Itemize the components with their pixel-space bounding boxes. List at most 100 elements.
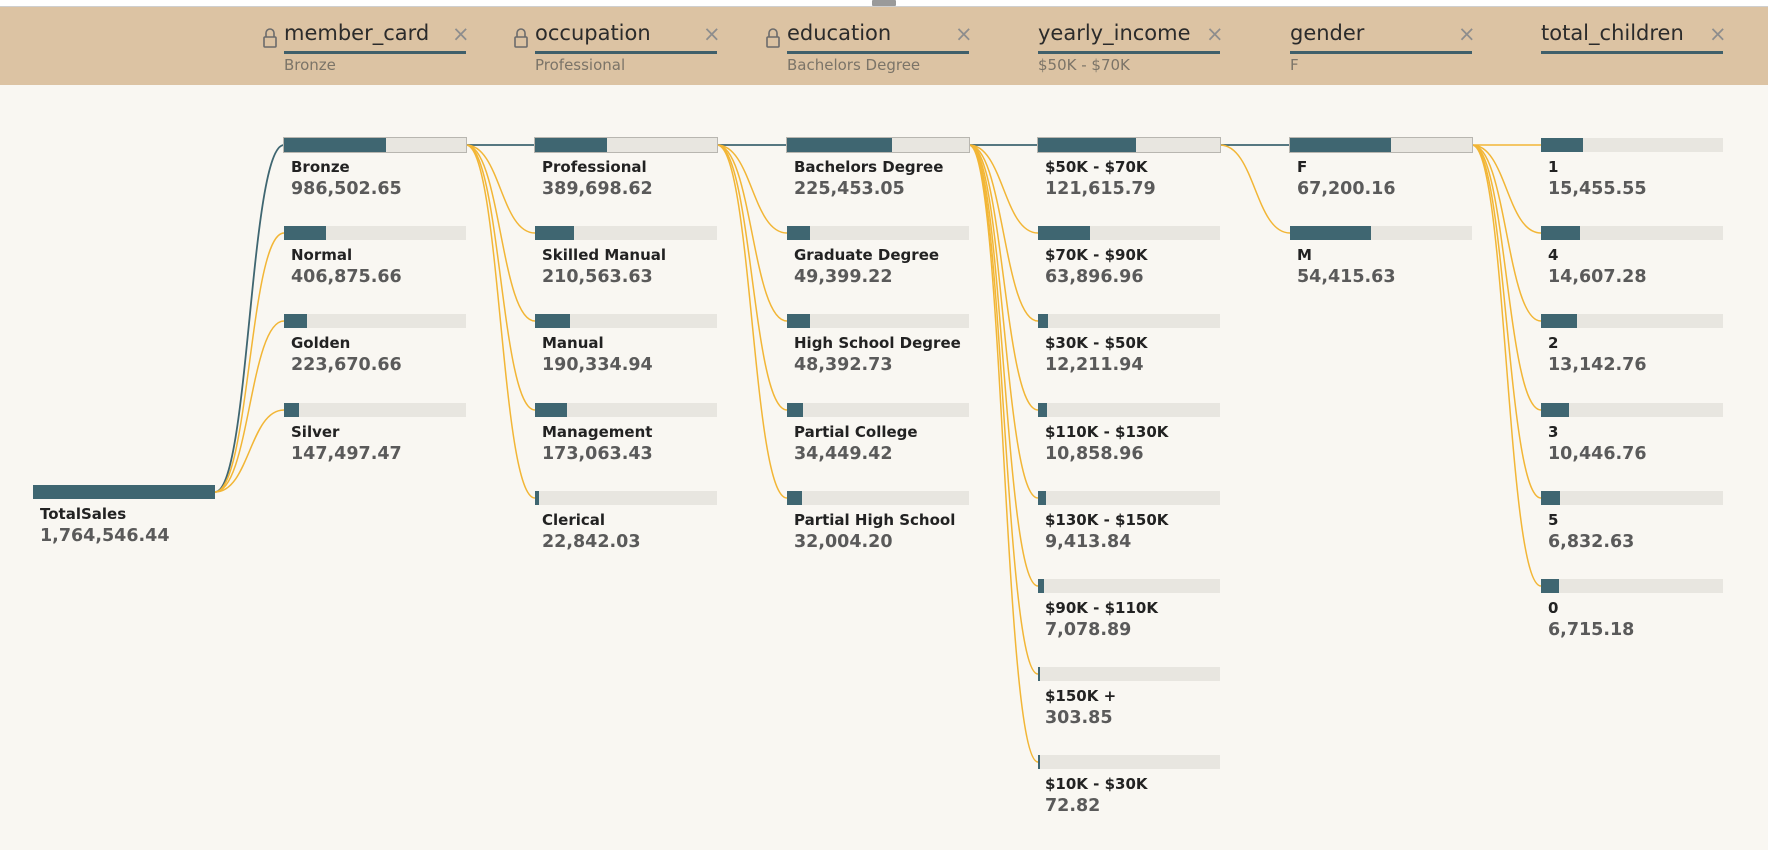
node-value: 67,200.16 [1297,179,1396,199]
tree-node[interactable]: High School Degree 48,392.73 [787,314,969,378]
selected-outline [534,137,718,153]
value-bar-track [787,226,969,240]
node-label: Normal [291,246,353,264]
level-underline [535,51,717,54]
node-label: $110K - $130K [1045,423,1169,441]
value-bar-fill [1541,226,1581,240]
level-name: occupation [535,21,651,45]
selected-outline [1289,137,1473,153]
selected-link [214,144,285,493]
value-bar-track [535,314,717,328]
tree-node[interactable]: Manual 190,334.94 [535,314,717,378]
level-header-yearly-income[interactable]: yearly_income × $50K - $70K [1012,7,1224,85]
node-label: $50K - $70K [1045,158,1148,176]
tree-node[interactable]: $70K - $90K 63,896.96 [1038,226,1220,290]
branch-link [716,144,788,499]
level-underline [284,51,466,54]
node-label: Partial College [794,423,918,441]
tree-node[interactable]: 3 10,446.76 [1541,403,1723,467]
level-selected-value: Bronze [284,56,336,74]
level-name: yearly_income [1038,21,1191,45]
level-selected-value: Bachelors Degree [787,56,921,74]
tree-node[interactable]: 4 14,607.28 [1541,226,1723,290]
node-value: 49,399.22 [794,267,893,287]
remove-level-icon[interactable]: × [1206,22,1224,46]
remove-level-icon[interactable]: × [452,22,470,46]
node-label: Golden [291,334,351,352]
node-value: 72.82 [1045,796,1101,816]
value-bar-track [284,314,466,328]
node-label: Management [542,423,653,441]
tree-node[interactable]: $150K + 303.85 [1038,667,1220,731]
tree-node[interactable]: $90K - $110K 7,078.89 [1038,579,1220,643]
tree-node[interactable]: Partial High School 32,004.20 [787,491,969,555]
remove-level-icon[interactable]: × [1709,22,1727,46]
tree-node[interactable]: Bachelors Degree 225,453.05 [786,137,970,202]
remove-level-icon[interactable]: × [955,22,973,46]
value-bar-fill [1038,226,1090,240]
tree-node[interactable]: Silver 147,497.47 [284,403,466,467]
level-header-gender[interactable]: gender × F [1264,7,1476,85]
value-bar-fill [1541,403,1570,417]
value-bar-fill [1038,138,1137,152]
resize-handle[interactable] [872,0,896,6]
root-node[interactable]: TotalSales 1,764,546.44 [33,485,215,549]
tree-node[interactable]: 1 15,455.55 [1541,138,1723,202]
branch-link [716,144,788,322]
tree-node[interactable]: M 54,415.63 [1290,226,1472,290]
tree-node[interactable]: $130K - $150K 9,413.84 [1038,491,1220,555]
decomposition-tree-canvas: TotalSales 1,764,546.44 Bronze 986,502.65 No… [0,85,1768,850]
remove-level-icon[interactable]: × [703,22,721,46]
lock-icon[interactable] [765,27,781,49]
tree-node[interactable]: $10K - $30K 72.82 [1038,755,1220,819]
value-bar-fill [1541,579,1560,593]
node-label: Skilled Manual [542,246,667,264]
branch-link [465,144,536,234]
tree-node[interactable]: 5 6,832.63 [1541,491,1723,555]
lock-icon[interactable] [262,27,278,49]
node-label: $130K - $150K [1045,511,1169,529]
level-header-member-card[interactable]: member_card × Bronze [258,7,470,85]
level-header-occupation[interactable]: occupation × Professional [509,7,721,85]
tree-node[interactable]: Skilled Manual 210,563.63 [535,226,717,290]
lock-icon[interactable] [513,27,529,49]
value-bar-track [1541,403,1723,417]
tree-node[interactable]: Professional 389,698.62 [534,137,718,202]
branch-link [716,144,788,411]
tree-node[interactable]: Bronze 986,502.65 [283,137,467,202]
node-value: 34,449.42 [794,444,893,464]
value-bar-track [787,403,969,417]
level-header-total-children[interactable]: total_children × [1515,7,1727,85]
tree-node[interactable]: 2 13,142.76 [1541,314,1723,378]
remove-level-icon[interactable]: × [1458,22,1476,46]
tree-node[interactable]: Golden 223,670.66 [284,314,466,378]
node-value: 48,392.73 [794,355,893,375]
level-header-education[interactable]: education × Bachelors Degree [761,7,973,85]
tree-node[interactable]: Normal 406,875.66 [284,226,466,290]
tree-node[interactable]: $30K - $50K 12,211.94 [1038,314,1220,378]
tree-node[interactable]: $50K - $70K 121,615.79 [1037,137,1221,202]
node-label: $10K - $30K [1045,775,1148,793]
node-label: 0 [1548,599,1559,617]
branch-link [1471,144,1542,587]
tree-node[interactable]: Management 173,063.43 [535,403,717,467]
value-bar-track [1541,491,1723,505]
tree-node[interactable]: Partial College 34,449.42 [787,403,969,467]
value-bar-fill [787,403,804,417]
node-value: 14,607.28 [1548,267,1647,287]
tree-node[interactable]: 0 6,715.18 [1541,579,1723,643]
branch-link [968,144,1039,234]
tree-node[interactable]: $110K - $130K 10,858.96 [1038,403,1220,467]
node-label: Bronze [291,158,350,176]
selected-outline [1037,137,1221,153]
node-value: 225,453.05 [794,179,905,199]
tree-node[interactable]: F 67,200.16 [1289,137,1473,202]
tree-node[interactable]: Clerical 22,842.03 [535,491,717,555]
value-bar-track [1038,491,1220,505]
tree-node[interactable]: Graduate Degree 49,399.22 [787,226,969,290]
level-underline [1290,51,1472,54]
node-value: 406,875.66 [291,267,402,287]
value-bar-track [787,491,969,505]
level-selected-value: $50K - $70K [1038,56,1130,74]
branch-link [214,409,285,493]
